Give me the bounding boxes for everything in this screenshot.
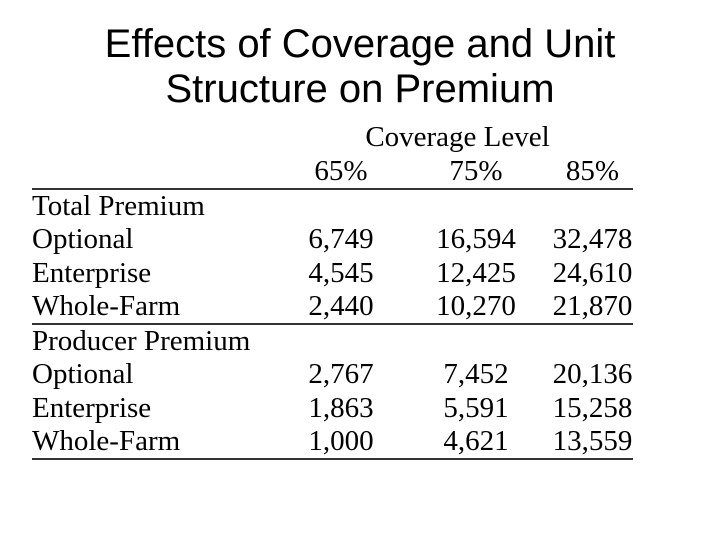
cell-total-wholefarm-65: 2,440 bbox=[282, 290, 400, 325]
table-row-section-producer-premium: Producer Premium bbox=[32, 324, 633, 358]
empty-corner-cell bbox=[32, 119, 282, 155]
cell-total-enterprise-75: 12,425 bbox=[436, 256, 516, 289]
table-row-total-wholefarm: Whole-Farm 2,440 10,270 21,870 bbox=[32, 290, 634, 325]
table-row-section-total-premium: Total Premium bbox=[32, 189, 633, 223]
table-row-producer-optional: Optional 2,767 7,452 20,136 bbox=[32, 358, 633, 391]
table-row-total-enterprise: Enterprise 4,545 12,425 24,610 bbox=[32, 256, 633, 290]
cell-total-optional-85: 32,478 bbox=[552, 223, 633, 255]
cell-producer-optional-75: 7,452 bbox=[443, 358, 509, 390]
table-row-header-group: Coverage Level bbox=[32, 119, 633, 155]
section-label-producer-premium: Producer Premium bbox=[32, 325, 251, 357]
column-header-75: 75% bbox=[400, 155, 552, 190]
column-header-85: 85% bbox=[552, 155, 634, 190]
slide-title-line1: Effects of Coverage and Unit bbox=[104, 22, 616, 66]
cell-producer-enterprise-85: 15,258 bbox=[552, 391, 633, 424]
row-label-wholefarm: Whole-Farm bbox=[32, 425, 282, 460]
cell-producer-wholefarm-75: 4,621 bbox=[400, 425, 552, 460]
cell-total-enterprise-65: 4,545 bbox=[308, 256, 374, 289]
empty-header-cell bbox=[32, 155, 282, 190]
cell-total-wholefarm-85: 21,870 bbox=[552, 290, 634, 325]
slide-title-line2: Structure on Premium bbox=[165, 67, 555, 111]
table-row-producer-enterprise: Enterprise 1,863 5,591 15,258 bbox=[32, 391, 633, 425]
row-label-wholefarm: Whole-Farm bbox=[32, 290, 282, 325]
row-label-optional: Optional bbox=[32, 358, 134, 390]
column-header-65: 65% bbox=[282, 155, 400, 190]
cell-producer-enterprise-65: 1,863 bbox=[308, 391, 374, 424]
cell-total-optional-65: 6,749 bbox=[308, 223, 374, 255]
premium-table: Coverage Level 65% 75% 85% Total Premium… bbox=[32, 119, 634, 460]
row-label-optional: Optional bbox=[32, 223, 134, 255]
cell-producer-wholefarm-85: 13,559 bbox=[552, 425, 634, 460]
coverage-level-header: Coverage Level bbox=[365, 120, 550, 153]
table-row-producer-wholefarm: Whole-Farm 1,000 4,621 13,559 bbox=[32, 425, 634, 460]
cell-producer-optional-85: 20,136 bbox=[552, 358, 633, 390]
slide-title: Effects of Coverage and Unit Structure o… bbox=[0, 22, 720, 112]
row-label-enterprise: Enterprise bbox=[32, 256, 152, 289]
section-label-total-premium: Total Premium bbox=[32, 190, 205, 222]
cell-producer-enterprise-75: 5,591 bbox=[443, 391, 509, 424]
row-label-enterprise: Enterprise bbox=[32, 391, 152, 424]
table-row-total-optional: Optional 6,749 16,594 32,478 bbox=[32, 223, 633, 256]
table-row-column-headers: 65% 75% 85% bbox=[32, 155, 634, 190]
cell-total-wholefarm-75: 10,270 bbox=[400, 290, 552, 325]
cell-producer-wholefarm-65: 1,000 bbox=[282, 425, 400, 460]
cell-total-enterprise-85: 24,610 bbox=[552, 256, 633, 289]
cell-producer-optional-65: 2,767 bbox=[308, 358, 374, 390]
cell-total-optional-75: 16,594 bbox=[436, 223, 516, 255]
